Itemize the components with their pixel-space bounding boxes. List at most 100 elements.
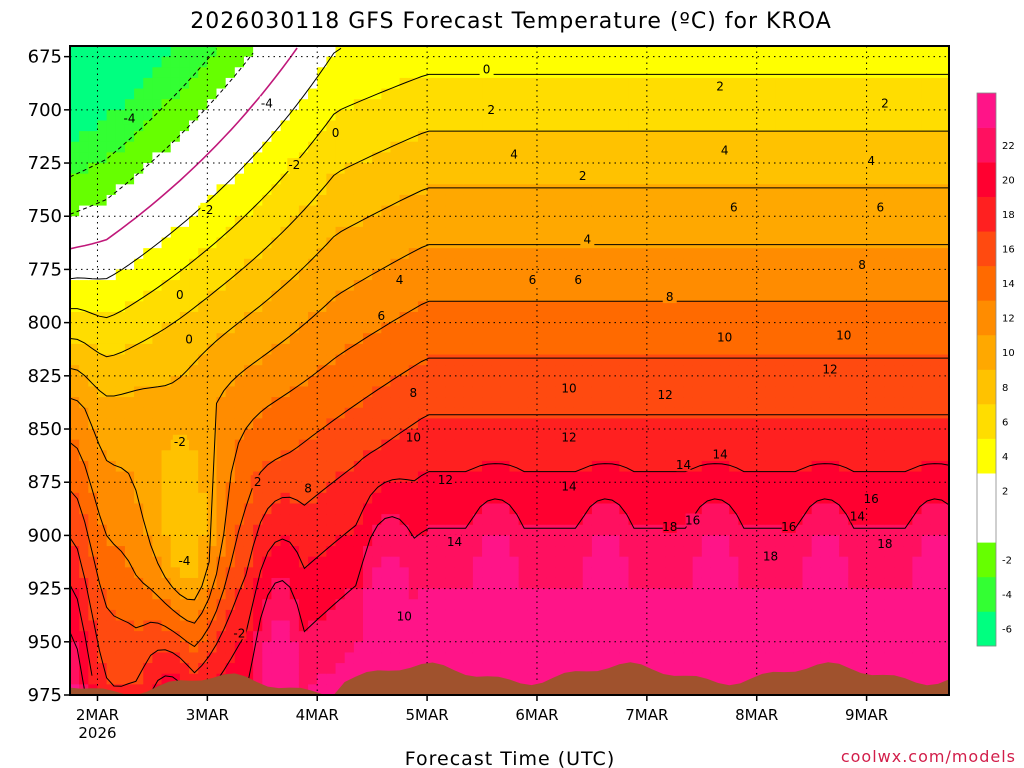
temperature-cell xyxy=(765,524,776,537)
temperature-cell xyxy=(317,343,327,356)
temperature-cell xyxy=(243,194,254,207)
temperature-cell xyxy=(491,556,501,568)
temperature-cell xyxy=(106,343,117,356)
temperature-cell xyxy=(564,343,575,356)
temperature-cell xyxy=(170,652,181,664)
temperature-cell xyxy=(775,77,785,90)
temperature-cell xyxy=(326,343,337,356)
temperature-cell xyxy=(298,237,309,249)
temperature-cell xyxy=(454,173,465,185)
temperature-cell xyxy=(79,365,89,377)
temperature-cell xyxy=(765,663,776,675)
temperature-cell xyxy=(472,375,483,388)
temperature-cell xyxy=(308,631,318,643)
temperature-cell xyxy=(353,641,364,654)
temperature-cell xyxy=(280,652,291,664)
temperature-cell xyxy=(427,460,437,473)
temperature-cell xyxy=(271,375,282,388)
temperature-cell xyxy=(683,226,694,239)
temperature-cell xyxy=(115,322,126,334)
temperature-cell xyxy=(399,397,410,409)
temperature-cell xyxy=(216,46,227,58)
temperature-cell xyxy=(729,131,740,143)
temperature-cell xyxy=(738,205,749,217)
temperature-cell xyxy=(308,280,318,292)
temperature-cell xyxy=(692,333,703,345)
temperature-cell xyxy=(243,503,254,515)
temperature-cell xyxy=(756,131,767,143)
temperature-cell xyxy=(243,588,254,600)
temperature-cell xyxy=(70,620,80,632)
temperature-cell xyxy=(527,311,538,324)
temperature-cell xyxy=(280,173,291,185)
temperature-cell xyxy=(793,333,804,345)
temperature-cell xyxy=(417,397,428,409)
temperature-cell xyxy=(97,641,108,654)
temperature-cell xyxy=(79,152,89,164)
temperature-cell xyxy=(720,460,730,473)
temperature-cell xyxy=(509,354,520,366)
temperature-cell xyxy=(500,418,511,430)
temperature-cell xyxy=(234,599,245,611)
temperature-cell xyxy=(637,311,648,324)
temperature-cell xyxy=(134,503,144,515)
temperature-cell xyxy=(179,269,190,281)
temperature-cell xyxy=(427,269,437,281)
temperature-cell xyxy=(363,205,373,217)
temperature-cell xyxy=(106,556,117,568)
temperature-cell xyxy=(234,322,245,334)
temperature-cell xyxy=(280,120,291,132)
temperature-cell xyxy=(216,163,227,175)
temperature-cell xyxy=(161,652,172,664)
temperature-cell xyxy=(775,524,785,537)
temperature-cell xyxy=(124,163,135,175)
temperature-cell xyxy=(445,173,456,185)
temperature-cell xyxy=(665,67,675,79)
temperature-cell xyxy=(280,109,291,122)
temperature-cell xyxy=(262,609,273,622)
temperature-cell xyxy=(665,56,675,68)
temperature-cell xyxy=(692,311,703,324)
temperature-cell xyxy=(335,429,346,441)
temperature-cell xyxy=(692,258,703,271)
temperature-cell xyxy=(765,567,776,579)
temperature-cell xyxy=(207,386,218,398)
temperature-cell xyxy=(527,173,538,185)
temperature-cell xyxy=(234,343,245,356)
temperature-cell xyxy=(161,524,172,537)
temperature-cell xyxy=(335,631,346,643)
temperature-cell xyxy=(70,524,80,537)
temperature-cell xyxy=(784,237,794,249)
temperature-cell xyxy=(775,631,785,643)
temperature-cell xyxy=(747,482,758,494)
temperature-cell xyxy=(381,567,392,579)
temperature-cell xyxy=(463,120,474,132)
temperature-cell xyxy=(747,439,758,451)
temperature-cell xyxy=(756,652,767,664)
temperature-cell xyxy=(97,429,108,441)
temperature-cell xyxy=(234,248,245,260)
temperature-cell xyxy=(152,67,163,79)
temperature-cell xyxy=(225,56,236,68)
temperature-cell xyxy=(775,492,785,505)
temperature-cell xyxy=(216,492,227,505)
temperature-cell xyxy=(317,684,327,695)
temperature-cell xyxy=(326,375,337,388)
temperature-cell xyxy=(399,131,410,143)
temperature-cell xyxy=(756,514,767,526)
temperature-cell xyxy=(326,333,337,345)
temperature-cell xyxy=(317,226,327,239)
temperature-cell xyxy=(189,258,199,271)
temperature-cell xyxy=(189,163,199,175)
temperature-cell xyxy=(555,631,566,643)
temperature-cell xyxy=(390,577,401,590)
temperature-cell xyxy=(582,439,593,451)
temperature-cell xyxy=(784,258,794,271)
temperature-cell xyxy=(555,641,566,654)
temperature-cell xyxy=(253,386,263,398)
temperature-cell xyxy=(152,365,163,377)
temperature-cell xyxy=(445,56,456,68)
temperature-cell xyxy=(646,46,657,58)
temperature-cell xyxy=(143,258,154,271)
temperature-cell xyxy=(518,450,529,462)
